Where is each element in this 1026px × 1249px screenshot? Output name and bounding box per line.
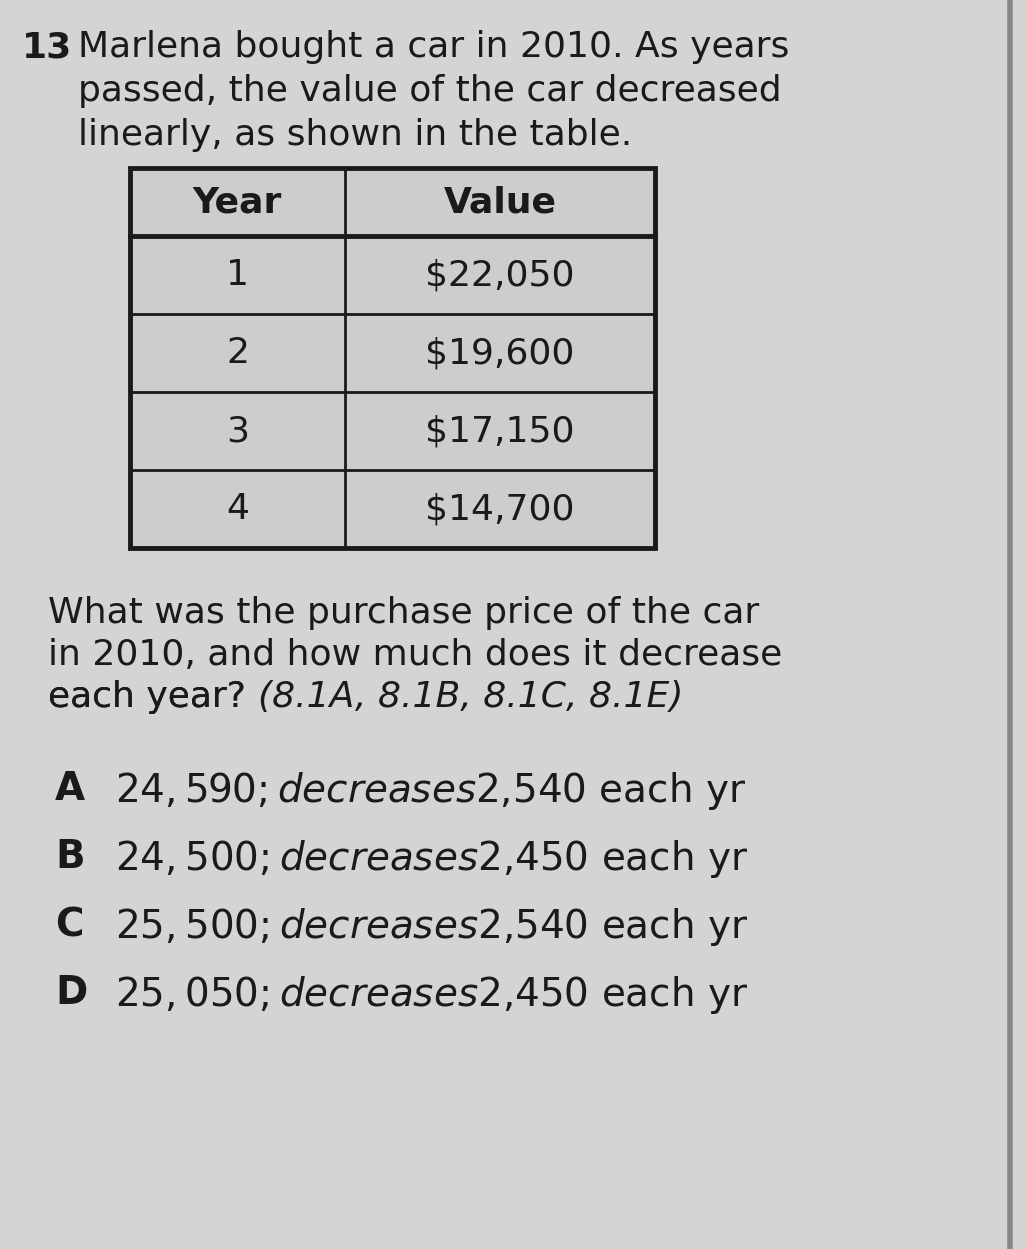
Text: passed, the value of the car decreased: passed, the value of the car decreased (78, 74, 782, 107)
Text: 1: 1 (226, 259, 249, 292)
Text: 3: 3 (226, 413, 249, 448)
Text: $25,050; decreases $2,450 each yr: $25,050; decreases $2,450 each yr (115, 974, 748, 1015)
Text: D: D (55, 974, 87, 1012)
Text: 13: 13 (22, 30, 72, 64)
Bar (130, 169, 655, 548)
Text: B: B (55, 838, 84, 876)
Text: A: A (55, 769, 85, 808)
Text: C: C (55, 906, 83, 944)
Text: $14,700: $14,700 (425, 492, 575, 526)
Text: $24,590; decreases $2,540 each yr: $24,590; decreases $2,540 each yr (115, 769, 746, 812)
Text: $17,150: $17,150 (425, 413, 575, 448)
Text: $22,050: $22,050 (425, 259, 575, 292)
Text: 4: 4 (226, 492, 249, 526)
Text: $24,500; decreases $2,450 each yr: $24,500; decreases $2,450 each yr (115, 838, 748, 881)
Text: $25,500; decreases $2,540 each yr: $25,500; decreases $2,540 each yr (115, 906, 748, 948)
Text: Year: Year (193, 185, 282, 219)
Text: in 2010, and how much does it decrease: in 2010, and how much does it decrease (48, 638, 782, 672)
Text: each year?: each year? (48, 679, 258, 714)
Text: $19,600: $19,600 (426, 336, 575, 370)
Text: 2: 2 (226, 336, 249, 370)
Text: Value: Value (443, 185, 556, 219)
Text: linearly, as shown in the table.: linearly, as shown in the table. (78, 117, 632, 152)
Text: each year?: each year? (48, 679, 246, 714)
Text: What was the purchase price of the car: What was the purchase price of the car (48, 596, 759, 629)
Text: (8.1A, 8.1B, 8.1C, 8.1E): (8.1A, 8.1B, 8.1C, 8.1E) (258, 679, 683, 714)
Text: Marlena bought a car in 2010. As years: Marlena bought a car in 2010. As years (78, 30, 789, 64)
Bar (130, 169, 655, 548)
